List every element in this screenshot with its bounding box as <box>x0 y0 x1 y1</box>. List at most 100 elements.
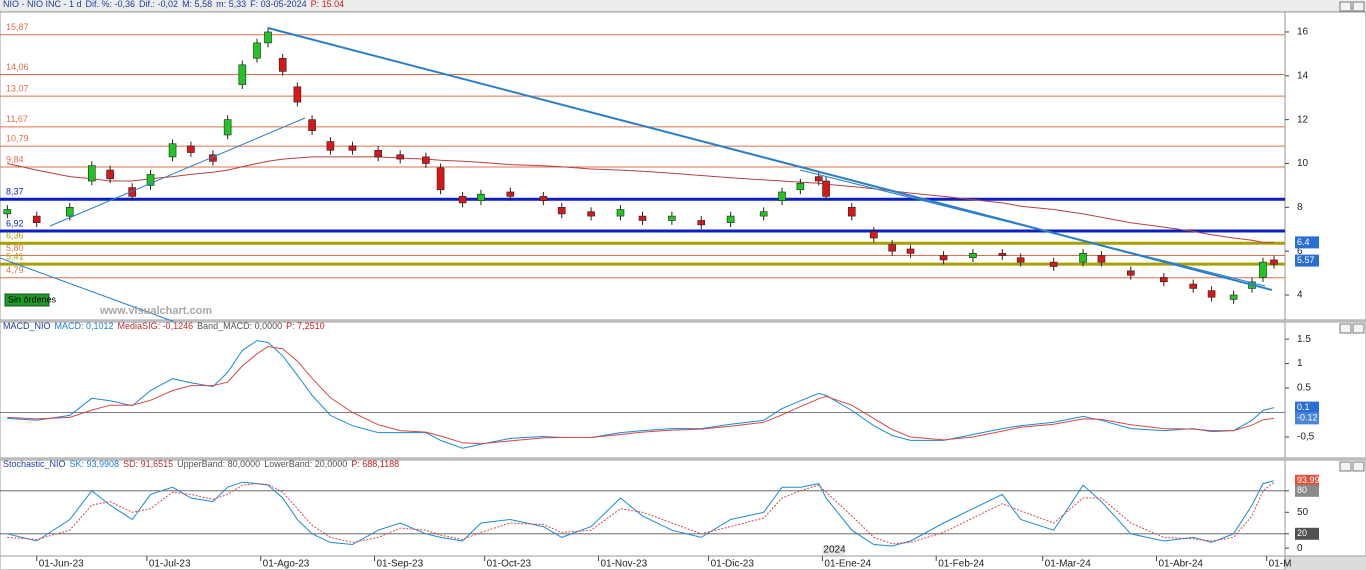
candle-body <box>616 209 625 217</box>
value-tag <box>1295 412 1319 425</box>
header-segment: LowerBand: 20,0000 <box>264 459 347 469</box>
level-label: 5,41 <box>6 251 24 261</box>
candle-body <box>1049 261 1058 267</box>
candle-body <box>293 86 302 103</box>
panel-button[interactable] <box>1352 323 1365 334</box>
level-label: 9,84 <box>6 154 24 164</box>
panel-button[interactable] <box>1352 1 1365 12</box>
panel-button[interactable] <box>1352 461 1365 472</box>
value-tag-label: 80 <box>1297 485 1307 495</box>
y-tick-label: 8 <box>1297 202 1303 213</box>
y-tick-label: 16 <box>1297 27 1309 38</box>
y-tick-label: 6 <box>1297 246 1303 257</box>
level-label: 11,67 <box>6 114 28 124</box>
candle-body <box>778 191 786 202</box>
trendline <box>49 117 306 227</box>
x-tick-label: 01-M <box>1269 559 1292 570</box>
candle-body <box>998 253 1007 256</box>
trendline <box>0 257 176 323</box>
indicator-line <box>7 480 1275 547</box>
level-label: 4,79 <box>6 265 24 275</box>
header-segment: Dif.: -0,02 <box>139 0 178 9</box>
x-tick-label: 01-Mar-24 <box>1045 559 1092 570</box>
panel-button[interactable] <box>1339 461 1352 472</box>
x-tick-label: 01-Jul-23 <box>149 559 191 570</box>
x-tick-label: 01-Oct-23 <box>487 559 532 570</box>
candle-body <box>1079 253 1087 263</box>
header-segment: NIO - NIO INC - 1 d <box>3 0 82 9</box>
indicator-line <box>7 340 1275 449</box>
y-tick-label: 10 <box>1297 158 1309 169</box>
panel-button[interactable] <box>1339 323 1352 334</box>
candle-body <box>726 215 735 223</box>
candle-body <box>1127 270 1135 276</box>
candle-body <box>106 169 114 180</box>
x-tick-label: 01-Feb-24 <box>938 559 985 570</box>
header-segment: MACD: 0,1012 <box>55 321 114 331</box>
header-segment: P: 688,1188 <box>351 459 399 469</box>
candle-body <box>458 196 467 204</box>
level-label: 13,07 <box>6 84 29 94</box>
panel-background <box>0 459 1286 557</box>
header-segment: P: 7,2510 <box>286 321 325 331</box>
x-tick-label: 01-Ene-24 <box>824 559 871 570</box>
panel-background <box>0 321 1286 459</box>
candle-body <box>796 182 805 191</box>
value-tag <box>1295 527 1319 540</box>
title-strip <box>0 0 1366 11</box>
value-tag-label: -0.12 <box>1297 413 1318 423</box>
level-label: 10,79 <box>6 134 29 144</box>
candle-body <box>587 211 595 217</box>
value-tag <box>1295 484 1319 497</box>
candle-body <box>759 211 768 217</box>
time-axis-area <box>0 555 1286 570</box>
candle-body <box>668 215 676 221</box>
level-label: 8,37 <box>6 187 24 197</box>
candle-body <box>1259 261 1267 278</box>
candle-body <box>506 191 515 197</box>
price-axis-area <box>1284 321 1366 459</box>
value-tag-label: 20 <box>1297 528 1307 538</box>
candle-body <box>348 145 357 151</box>
candle-body <box>814 176 823 182</box>
candle-body <box>422 156 430 164</box>
x-tick-label: 01-Jun-23 <box>39 559 84 570</box>
x-tick-label: 01-Nov-23 <box>600 559 647 570</box>
header-segment: Stochastic_NIO <box>3 459 66 469</box>
header-segment: UpperBand: 80,0000 <box>177 459 260 469</box>
value-tag <box>1295 236 1319 249</box>
candle-body <box>1229 294 1238 300</box>
y-tick-label: -0,5 <box>1297 432 1315 443</box>
y-tick-label: 12 <box>1297 114 1309 125</box>
candle-body <box>869 231 878 239</box>
level-label: 15,87 <box>6 22 29 32</box>
y-tick-label: 1.5 <box>1297 334 1311 345</box>
panel-button[interactable] <box>1339 1 1352 12</box>
value-tag-label: 5.57 <box>1297 255 1315 265</box>
candle-body <box>65 207 74 217</box>
year-marker-box <box>822 545 845 555</box>
level-label: 6,92 <box>6 218 24 228</box>
candle-body <box>1097 255 1106 263</box>
candle-body <box>1160 277 1168 283</box>
x-tick-label: 01-Dic-23 <box>711 559 755 570</box>
candle-body <box>264 31 272 44</box>
header-segment: Dif. %: -0,36 <box>86 0 136 9</box>
candle-body <box>374 150 382 158</box>
header-segment: m: 5,33 <box>216 0 246 9</box>
candle-body <box>557 207 566 215</box>
panel-header: MACD_NIO MACD: 0,1012 MediaSIG: -0,1246 Ban… <box>3 321 325 331</box>
price-axis-area <box>1284 11 1366 321</box>
candle-body <box>939 255 948 261</box>
header-segment: F: 03-05-2024 <box>250 0 307 9</box>
y-tick-label: 14 <box>1297 70 1309 81</box>
candle-body <box>308 119 316 131</box>
panel-header: NIO - NIO INC - 1 d Dif. %: -0,36 Dif.: -0… <box>3 0 344 9</box>
value-tag <box>1295 401 1319 414</box>
panel-background <box>0 11 1286 321</box>
candle-body <box>146 174 155 186</box>
header-segment: SD: 91,6515 <box>123 459 173 469</box>
level-label: 6,36 <box>6 231 24 241</box>
candle-body <box>1016 257 1025 263</box>
value-tag-label: 0.1 <box>1297 402 1310 412</box>
